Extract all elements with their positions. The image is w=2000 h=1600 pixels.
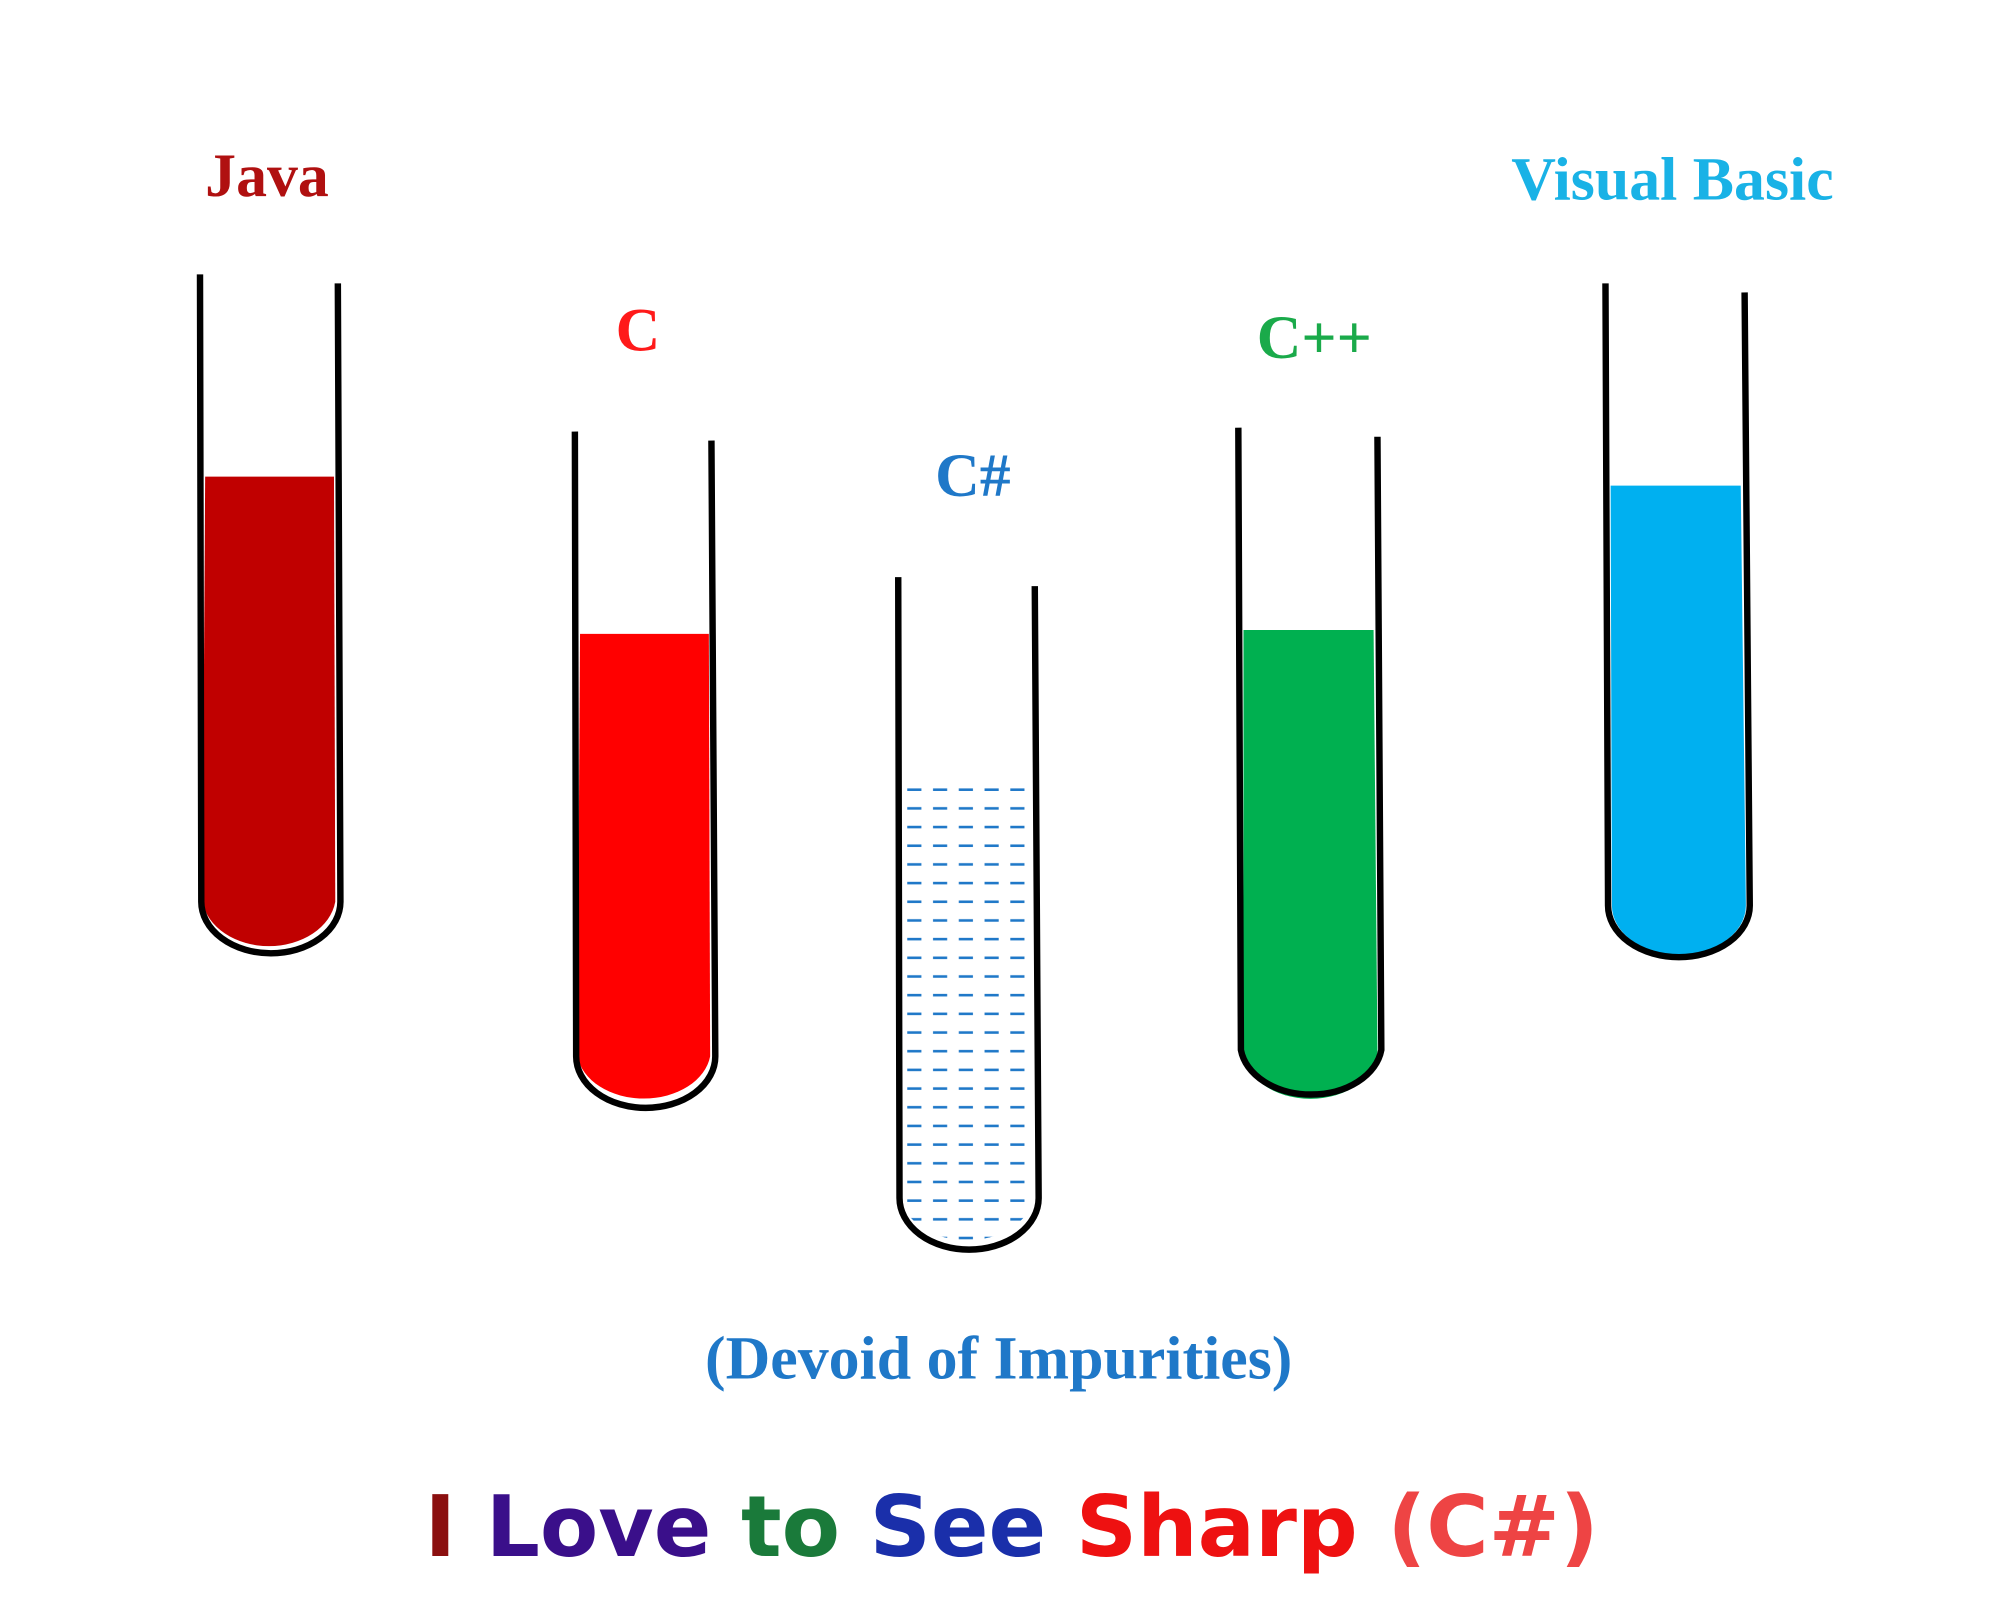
tube — [196, 274, 344, 957]
tube — [1235, 427, 1385, 1098]
liquid — [1243, 629, 1378, 1099]
tube-label: Visual Basic — [1511, 146, 1833, 214]
title: I Love to See Sharp (C#) — [424, 1478, 1598, 1577]
tube — [895, 577, 1042, 1253]
liquid — [577, 633, 711, 1099]
title-word: Sharp — [1076, 1478, 1358, 1577]
title-word: to — [741, 1478, 840, 1577]
liquid — [900, 780, 1034, 1241]
title-word: (C#) — [1387, 1478, 1598, 1577]
tube-label: C# — [935, 442, 1011, 510]
tube — [571, 431, 719, 1112]
tube-label: Java — [205, 142, 329, 210]
note: (Devoid of Impurities) — [705, 1324, 1292, 1392]
liquid — [1610, 485, 1746, 955]
title-word: Love — [486, 1478, 712, 1577]
tube-label: C++ — [1257, 304, 1372, 372]
liquid — [202, 476, 336, 947]
tube-label: C — [616, 296, 661, 364]
title-word: See — [870, 1478, 1047, 1577]
title-word: I — [424, 1478, 456, 1577]
tube — [1602, 283, 1753, 961]
